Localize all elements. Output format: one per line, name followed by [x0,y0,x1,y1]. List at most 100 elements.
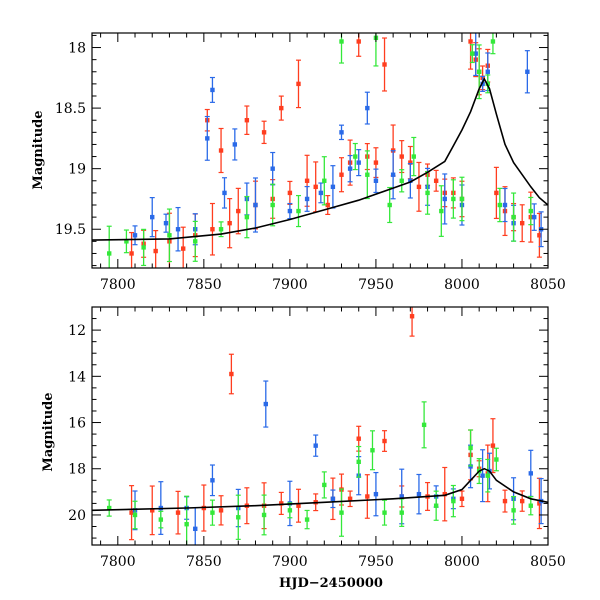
data-point [421,401,427,449]
x-tick-label: 7800 [100,277,136,293]
plot-area [92,33,548,268]
data-point [163,213,169,233]
data-point [295,194,301,228]
data-point [528,496,534,516]
data-point [218,495,224,526]
data-point [399,169,405,193]
data-point [252,177,258,233]
data-point [270,183,276,227]
data-point [330,489,336,509]
data-point [511,192,517,242]
data-point [519,490,525,512]
data-point [364,474,370,519]
data-point [387,186,393,224]
data-point [166,208,172,263]
data-point [123,229,129,254]
x-tick-label: 7950 [358,554,394,570]
data-point [468,33,474,70]
data-point [356,33,362,57]
data-point [382,499,388,526]
x-tick-label: 8050 [530,277,566,293]
data-point [511,495,517,525]
data-point [330,165,336,209]
data-point [399,140,405,174]
data-point [409,307,415,337]
x-tick-label: 8050 [530,554,566,570]
data-point [149,485,155,536]
x-tick-label: 8000 [444,554,480,570]
data-point [450,484,456,518]
data-point [318,182,324,204]
data-point [325,195,331,216]
data-point [261,120,267,145]
data-point [209,76,215,103]
data-point [149,197,155,238]
data-point [490,418,496,474]
data-point [450,179,456,219]
data-point [287,502,293,519]
x-tick-label: 7850 [186,277,222,293]
data-point [141,228,147,267]
data-point [364,91,370,125]
data-point [263,380,269,428]
bottom-panel: 7800 7850 7900 7950 8000 8050 12 14 16 18 20 [68,306,566,570]
y-tick-label: 19.5 [55,222,86,238]
data-point [473,33,479,77]
data-point [502,187,508,223]
data-point [382,430,388,452]
data-point [235,494,241,540]
data-point [528,196,534,226]
data-point [438,185,444,237]
y-tick-label: 19 [68,162,86,178]
data-point [221,177,227,209]
data-point [347,490,353,508]
data-point [235,187,241,235]
data-point [287,202,293,220]
plot-frame [91,32,549,269]
data-point [339,488,345,537]
data-point [425,171,431,215]
data-point [106,225,112,268]
x-axis-label: HJD−2450000 [279,576,383,591]
data-point [369,430,375,471]
data-point [411,136,417,177]
data-point [524,50,530,94]
data-point [278,95,284,121]
data-point [459,490,465,508]
x-tick-label: 7800 [100,554,136,570]
data-point [339,124,345,141]
data-point [352,142,358,171]
y-tick-label: 20 [68,508,86,524]
data-point [373,471,379,517]
x-tick-label: 7850 [186,554,222,570]
data-point [497,187,503,223]
data-point [339,157,345,193]
data-point [192,506,198,545]
data-point [132,500,138,530]
data-point [209,499,215,526]
y-tick-label: 14 [68,369,86,385]
data-point [493,166,499,220]
y-tick-label: 18 [68,462,86,478]
data-point [390,150,396,200]
data-point [158,510,164,529]
data-point [244,105,250,136]
data-point [528,449,534,498]
data-point [295,59,301,109]
x-tick-label: 7900 [272,554,308,570]
data-point [382,37,388,92]
data-point [227,198,233,249]
data-point [244,195,250,239]
data-point [493,447,499,472]
data-point [175,490,181,535]
data-point [519,204,525,243]
data-point [228,353,234,395]
data-point [209,464,215,497]
top-panel: 7800 7850 7900 7950 8000 8050 18 18.5 19 19.5 [55,32,566,293]
data-point [304,509,310,530]
data-point [480,449,486,503]
data-point [416,473,422,515]
data-point [356,149,362,177]
y-tick-label: 18.5 [55,101,86,117]
